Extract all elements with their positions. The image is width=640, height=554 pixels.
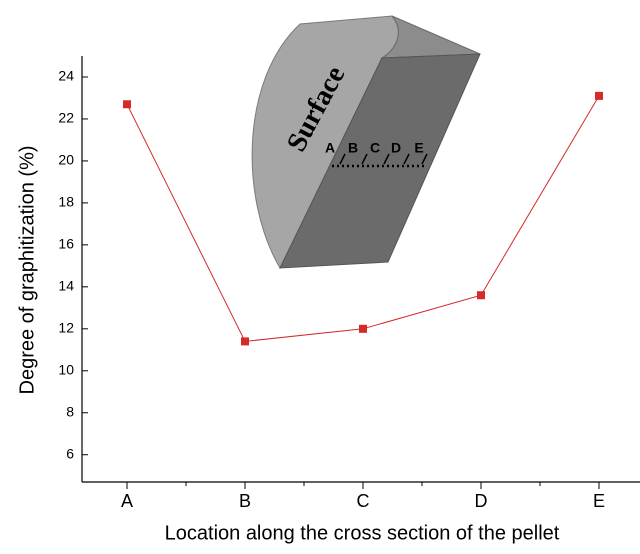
y-tick-label: 20 [58,152,74,168]
y-tick-label: 22 [58,110,74,126]
y-tick-label: 16 [58,236,74,252]
x-tick-label: D [475,491,488,511]
inset-point-label: E [414,140,423,156]
y-tick-label: 8 [66,403,74,419]
pellet-cut-face [279,53,481,269]
y-tick-label: 6 [66,445,74,461]
data-point [123,100,131,109]
inset-point-label: C [370,140,380,156]
y-tick-label: 12 [58,320,74,336]
data-point [477,291,485,300]
y-tick-label: 14 [58,278,74,294]
y-tick-label: 24 [58,68,74,84]
x-tick-label: B [239,491,251,511]
x-tick-label: A [121,491,133,511]
inset-point-label: D [391,140,401,156]
y-axis-label: Degree of graphitization (%) [16,145,38,394]
data-point [359,324,367,333]
x-axis-label: Location along the cross section of the … [165,522,560,544]
y-tick-label: 10 [58,361,74,377]
cross-section-dashes [339,153,428,165]
x-tick-label: E [593,491,605,511]
data-point [241,337,249,346]
inset-point-label: B [348,140,358,156]
y-tick-label: 18 [58,194,74,210]
data-point [595,91,603,100]
x-tick-label: C [357,491,370,511]
inset-point-label: A [325,140,335,156]
